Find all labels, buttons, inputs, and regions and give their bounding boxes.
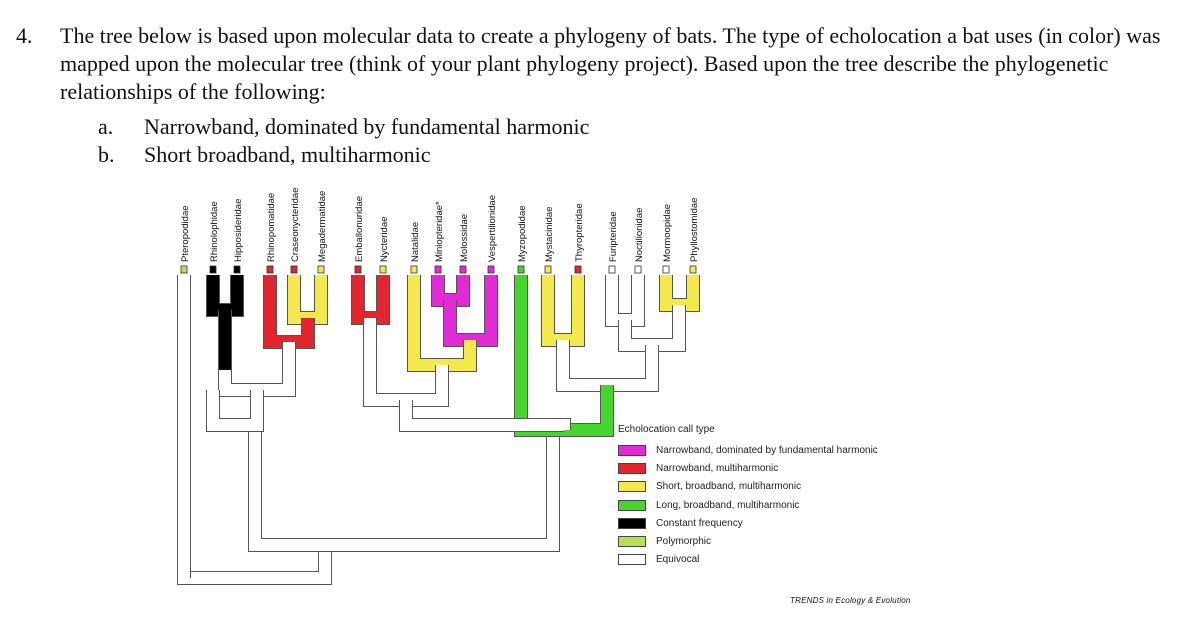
- legend-swatch: [618, 462, 646, 474]
- taxon-label: Vespertilionidae: [487, 195, 498, 262]
- legend-title: Echolocation call type: [618, 424, 715, 435]
- taxon-label: Furipteridae: [608, 211, 619, 262]
- legend-item: Equivocal: [618, 551, 878, 569]
- yango-node: [400, 400, 570, 431]
- rhinolophoid-clade: [207, 275, 243, 316]
- legend-swatch: [618, 517, 646, 529]
- item-b: b. Short broadband, multiharmonic: [98, 141, 431, 169]
- taxon-state-box: [544, 265, 552, 274]
- legend-swatch: [618, 536, 646, 548]
- legend-swatch: [618, 554, 646, 566]
- taxon-label: Phyllostomidae: [689, 198, 700, 262]
- yinptero-node: [207, 390, 263, 431]
- legend-label: Narrowband, dominated by fundamental har…: [656, 444, 878, 456]
- taxon-state-box: [209, 265, 217, 274]
- item-a-text: Narrowband, dominated by fundamental har…: [144, 114, 590, 139]
- legend-label: Short, broadband, multiharmonic: [656, 481, 802, 493]
- taxon-label: Rhinolophidae: [209, 201, 220, 262]
- taxon-state-box: [354, 265, 362, 274]
- legend-item: Long, broadband, multiharmonic: [618, 496, 878, 514]
- taxon-label: Pteropodidae: [180, 205, 191, 262]
- item-b-text: Short broadband, multiharmonic: [144, 142, 431, 167]
- legend-label: Constant frequency: [656, 517, 743, 529]
- taxon-state-box: [266, 265, 274, 274]
- legend-item: Short, broadband, multiharmonic: [618, 478, 878, 496]
- item-a: a. Narrowband, dominated by fundamental h…: [98, 113, 589, 141]
- taxon-state-box: [233, 265, 241, 274]
- taxon-label: Nycteridae: [379, 217, 390, 262]
- legend-item: Polymorphic: [618, 532, 878, 550]
- mini-moloss-clade: [432, 275, 469, 306]
- branch-yangochiroptera-split: [249, 425, 559, 551]
- taxon-label: Thyropteridae: [574, 203, 585, 262]
- taxon-state-box: [487, 265, 495, 274]
- legend: Echolocation call type Narrowband, domin…: [618, 424, 878, 569]
- taxon-state-box: [410, 265, 418, 274]
- figure-credit: TRENDS in Ecology & Evolution: [790, 596, 911, 605]
- legend-item: Constant frequency: [618, 514, 878, 532]
- taxon-state-box: [662, 265, 670, 274]
- taxon-state-box: [517, 265, 525, 274]
- taxon-label: Myzopodidae: [517, 205, 528, 262]
- taxon-label: Rhinopomatidae: [266, 193, 277, 262]
- taxon-label: Miniopteridae*: [434, 201, 445, 262]
- legend-label: Narrowband, multiharmonic: [656, 462, 779, 474]
- taxon-label: Natalidae: [410, 222, 421, 262]
- branch-yangochiroptera-split-outline: [248, 425, 560, 552]
- taxon-label: Hipposideridae: [233, 199, 244, 262]
- taxon-label: Emballonuridae: [354, 196, 365, 262]
- taxon-state-box: [608, 265, 616, 274]
- taxon-state-box: [290, 265, 298, 274]
- rhinolophoidea-node: [219, 342, 295, 396]
- taxon-label: Molossidae: [459, 214, 470, 262]
- taxon-label: Mormoopidae: [662, 204, 673, 262]
- item-a-label: a.: [98, 114, 114, 139]
- myst-thyro-clade: [542, 275, 584, 346]
- mormo-phyllo-clade: [660, 275, 699, 311]
- item-b-label: b.: [98, 142, 115, 167]
- question-number: 4.: [16, 23, 33, 48]
- taxon-state-box: [459, 265, 467, 274]
- taxon-state-box: [434, 265, 442, 274]
- taxon-state-box: [379, 265, 387, 274]
- taxon-state-box: [574, 265, 582, 274]
- taxon-state-box: [634, 265, 642, 274]
- legend-swatch: [618, 481, 646, 493]
- legend-item: Narrowband, multiharmonic: [618, 459, 878, 477]
- taxon-label: Megadermatidae: [317, 191, 328, 262]
- taxon-label: Craseonycteridae: [290, 188, 301, 262]
- legend-label: Equivocal: [656, 554, 700, 566]
- rhinolophoidea-node-outline: [218, 342, 296, 397]
- legend-swatch: [618, 499, 646, 511]
- legend-label: Long, broadband, multiharmonic: [656, 499, 800, 511]
- taxon-state-box: [180, 265, 188, 274]
- question-text: The tree below is based upon molecular d…: [60, 23, 1161, 104]
- legend-label: Polymorphic: [656, 536, 712, 548]
- taxon-label: Noctilionidae: [634, 208, 645, 262]
- taxon-state-box: [689, 265, 697, 274]
- legend-item: Narrowband, dominated by fundamental har…: [618, 441, 878, 459]
- taxon-label: Mystacinidae: [544, 207, 555, 262]
- taxon-state-box: [317, 265, 325, 274]
- legend-swatch: [618, 444, 646, 456]
